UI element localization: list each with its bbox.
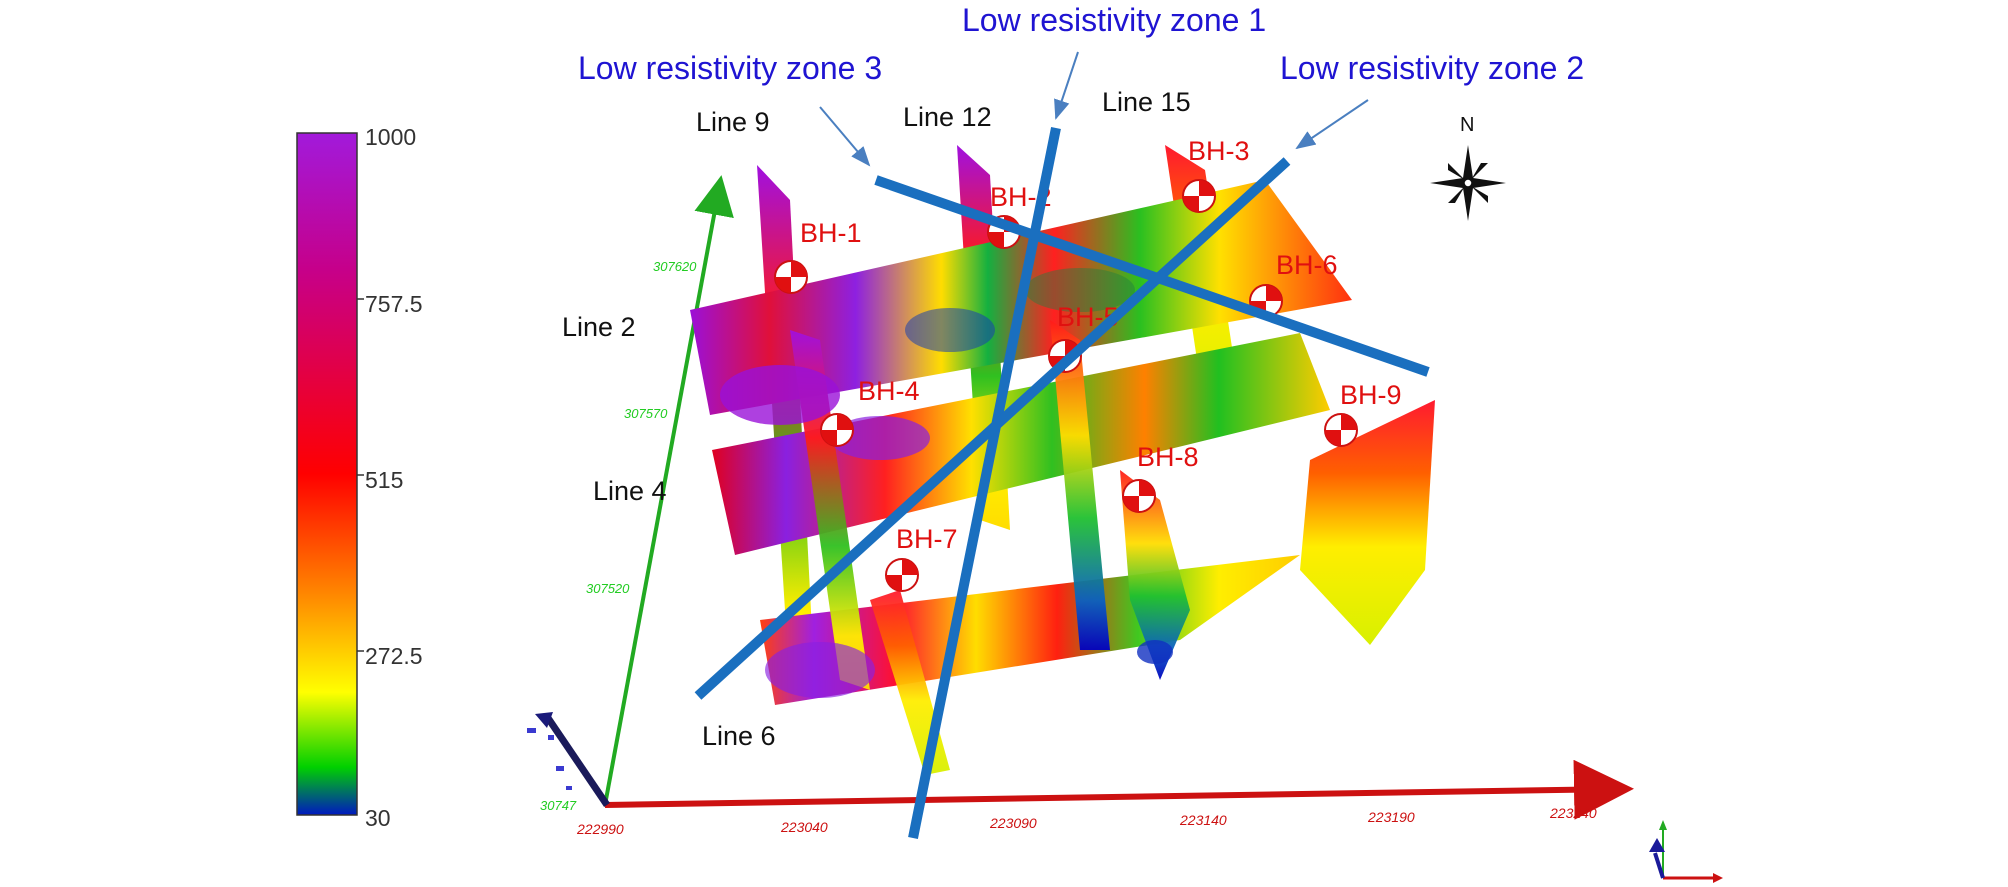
colorbar-min-label: 30 — [365, 805, 391, 831]
colorbar-tick-label: 272.5 — [365, 643, 423, 669]
y-tick-label: 307520 — [586, 581, 630, 596]
borehole-marker-icon — [774, 260, 808, 294]
x-tick-label: 223040 — [780, 819, 828, 835]
low-resistivity-zones: Low resistivity zone 1 Low resistivity z… — [578, 2, 1584, 839]
colorbar-tick-label: 515 — [365, 467, 403, 493]
zone-1-label: Low resistivity zone 1 — [962, 2, 1266, 38]
line-label: Line 9 — [696, 107, 770, 137]
horizontal-section-line-4 — [712, 333, 1330, 555]
borehole-marker-icon — [1324, 413, 1358, 447]
borehole-marker-icon — [820, 413, 854, 447]
survey-line-labels: Line 2 Line 4 Line 6 Line 9 Line 12 Line… — [562, 87, 1191, 751]
borehole-label: BH-9 — [1340, 380, 1402, 410]
borehole-label: BH-4 — [858, 376, 920, 406]
compass-rose-icon: N — [1430, 114, 1506, 221]
borehole-label: BH-6 — [1276, 250, 1338, 280]
line-label: Line 6 — [702, 721, 776, 751]
x-tick-label: 222990 — [576, 821, 624, 837]
compass-north-label: N — [1460, 114, 1474, 136]
axes: 307620 307570 307520 30747 222990 223040… — [527, 175, 1634, 837]
line-label: Line 15 — [1102, 87, 1191, 117]
y-axis — [603, 175, 734, 806]
x-axis — [604, 759, 1634, 820]
axis-triad-icon — [1649, 820, 1723, 883]
line-label: Line 4 — [593, 476, 667, 506]
zone-3-label: Low resistivity zone 3 — [578, 50, 882, 86]
borehole-label: BH-1 — [800, 218, 862, 248]
x-tick-label: 223090 — [989, 815, 1037, 831]
x-tick-label: 223140 — [1179, 812, 1227, 828]
borehole-label: BH-7 — [896, 524, 958, 554]
x-tick-label: 223240 — [1549, 805, 1597, 821]
borehole-marker-icon — [1122, 479, 1156, 513]
colorbar-tick-label: 757.5 — [365, 291, 423, 317]
line-label: Line 12 — [903, 102, 992, 132]
zone-2-label: Low resistivity zone 2 — [1280, 50, 1584, 86]
y-tick-label: 30747 — [540, 798, 577, 813]
zone-2-line — [694, 157, 1291, 700]
borehole-label: BH-8 — [1137, 442, 1199, 472]
vertical-section-right — [1300, 400, 1435, 645]
colorbar-max-label: 1000 — [365, 124, 416, 150]
zone-3-line — [874, 175, 1430, 377]
color-scale-bar: 1000 757.5 515 272.5 30 — [296, 124, 423, 831]
y-tick-label: 307570 — [624, 406, 668, 421]
zone-1-line — [908, 127, 1061, 839]
borehole-marker-icon — [885, 558, 919, 592]
borehole-label: BH-3 — [1188, 136, 1250, 166]
y-tick-label: 307620 — [653, 259, 697, 274]
z-axis — [545, 716, 610, 807]
borehole-marker-icon — [1182, 179, 1216, 213]
x-tick-label: 223190 — [1367, 809, 1415, 825]
line-label: Line 2 — [562, 312, 636, 342]
